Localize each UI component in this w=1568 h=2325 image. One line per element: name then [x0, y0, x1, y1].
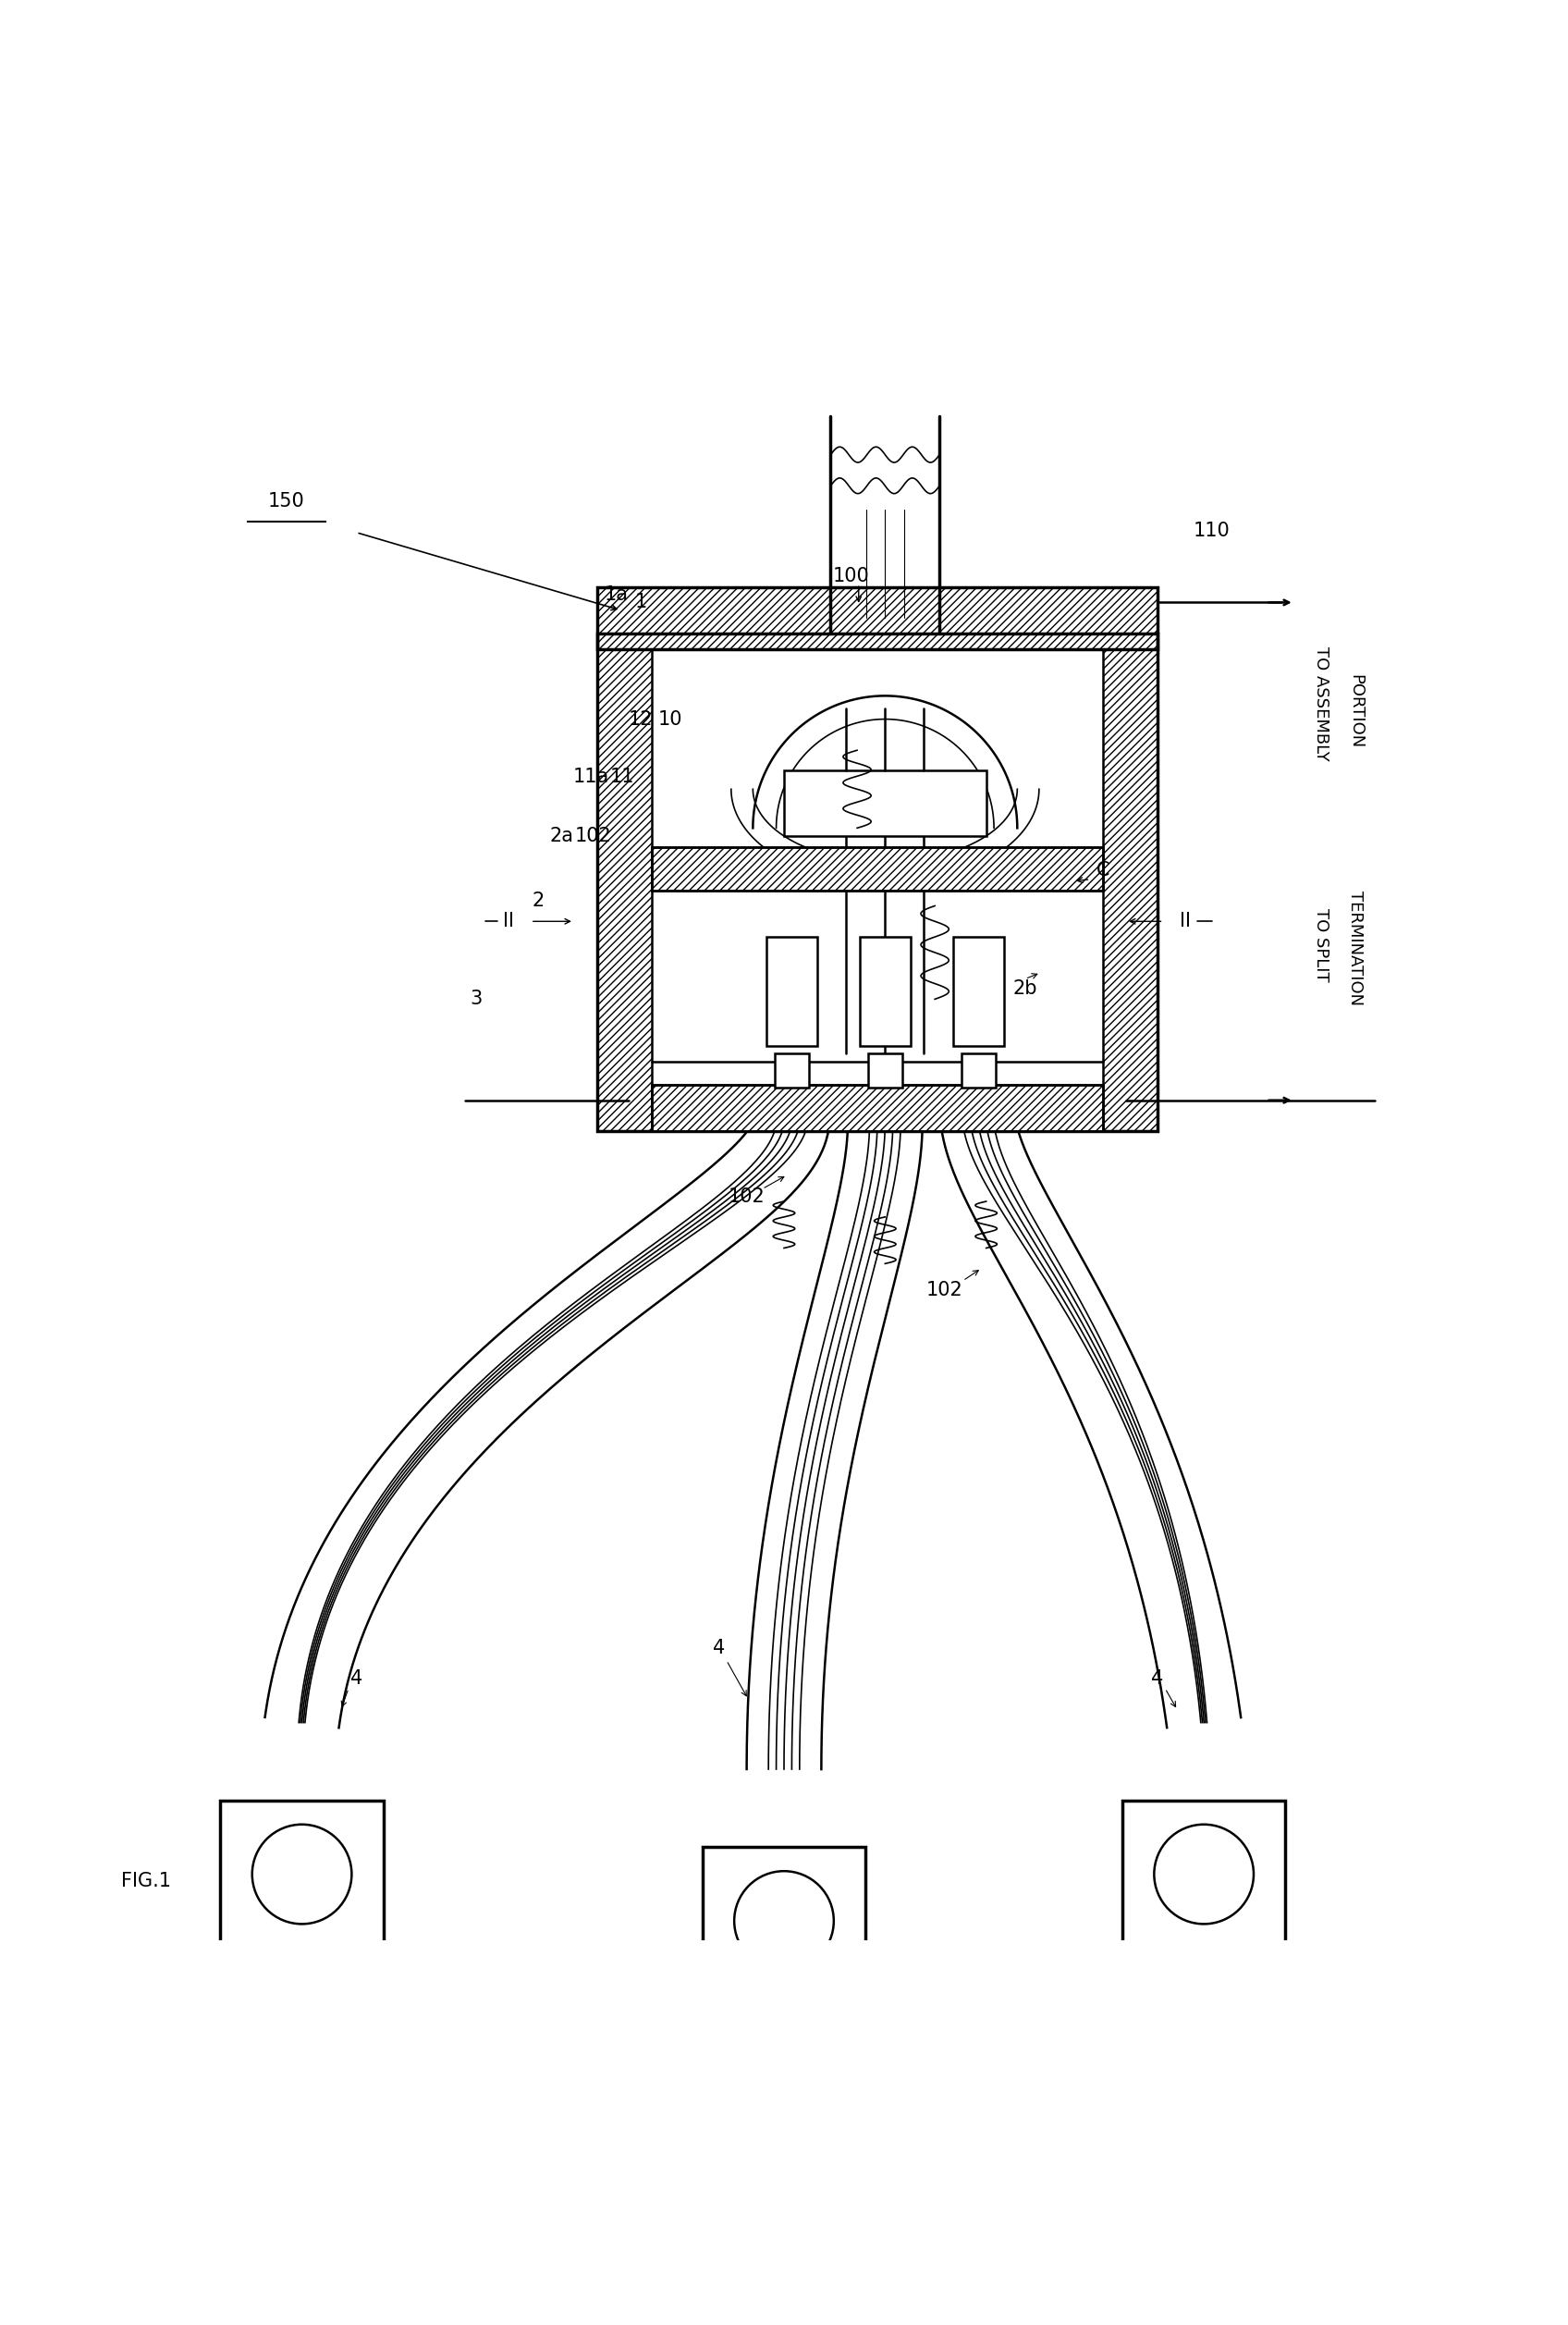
- Text: 2: 2: [532, 893, 544, 911]
- Bar: [652, 1086, 1102, 1132]
- Text: 1: 1: [635, 593, 648, 611]
- Bar: [652, 846, 1102, 890]
- Bar: [859, 937, 911, 1046]
- Bar: [1102, 635, 1157, 1132]
- Bar: [652, 695, 1102, 1086]
- Bar: [220, 1800, 384, 1948]
- Bar: [869, 1053, 902, 1088]
- Text: 102: 102: [574, 828, 612, 844]
- Text: 1a: 1a: [604, 586, 629, 604]
- Text: 10: 10: [659, 709, 682, 728]
- Text: 11: 11: [610, 767, 635, 786]
- Text: 2b: 2b: [1013, 979, 1038, 997]
- Bar: [784, 770, 986, 835]
- Text: 3: 3: [470, 990, 483, 1009]
- Bar: [597, 586, 847, 649]
- Bar: [597, 586, 1157, 649]
- Text: 11a: 11a: [572, 767, 610, 786]
- Text: 4: 4: [350, 1669, 362, 1688]
- Text: 102: 102: [925, 1281, 963, 1300]
- Text: 4: 4: [1151, 1669, 1163, 1688]
- Bar: [702, 1846, 866, 1995]
- Bar: [953, 937, 1004, 1046]
- Text: C: C: [1096, 860, 1110, 879]
- Bar: [767, 937, 817, 1046]
- Text: 150: 150: [268, 493, 304, 511]
- Bar: [652, 846, 1102, 890]
- Bar: [597, 635, 1157, 1132]
- Text: 110: 110: [1193, 521, 1229, 539]
- Text: II: II: [503, 911, 514, 930]
- Bar: [597, 635, 652, 1132]
- Bar: [597, 586, 1157, 649]
- Text: 100: 100: [833, 567, 869, 586]
- Text: 12: 12: [629, 709, 654, 728]
- Bar: [1123, 1800, 1286, 1948]
- Text: 102: 102: [728, 1188, 765, 1207]
- Text: TO SPLIT: TO SPLIT: [1312, 907, 1330, 981]
- Bar: [961, 1053, 996, 1088]
- Text: II: II: [1179, 911, 1190, 930]
- Text: 2a: 2a: [550, 828, 574, 844]
- Text: 4: 4: [712, 1639, 724, 1658]
- Bar: [924, 586, 1157, 649]
- Text: PORTION: PORTION: [1347, 674, 1364, 749]
- Text: TERMINATION: TERMINATION: [1347, 890, 1364, 1004]
- Text: TO ASSEMBLY: TO ASSEMBLY: [1312, 646, 1330, 760]
- Text: FIG.1: FIG.1: [121, 1872, 171, 1890]
- Bar: [652, 1086, 1102, 1132]
- Bar: [775, 1053, 809, 1088]
